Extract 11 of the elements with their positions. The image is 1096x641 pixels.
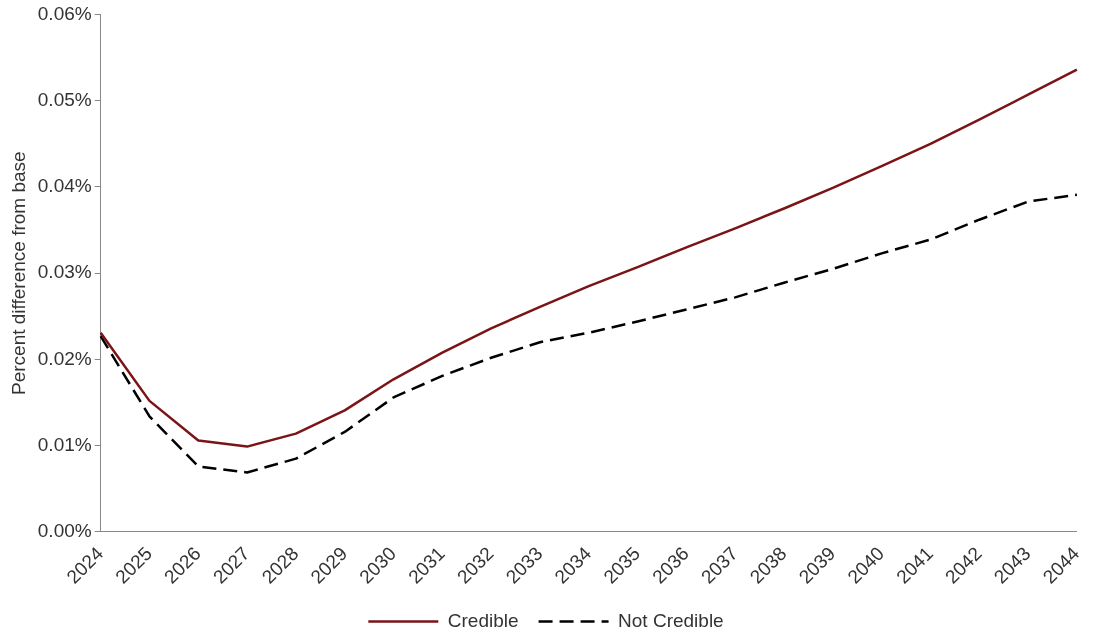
y-tick-label: 0.03% — [37, 261, 92, 283]
y-axis-title: Percent difference from base — [7, 151, 29, 396]
line-series — [99, 193, 1079, 474]
y-tick-label: 0.06% — [37, 2, 92, 24]
y-tick-label: 0.02% — [37, 347, 92, 369]
y-tick-label: 0.05% — [37, 88, 92, 110]
y-tick-label: 0.00% — [37, 520, 92, 542]
legend-label: Credible — [447, 609, 519, 631]
y-tick-label: 0.04% — [37, 175, 92, 197]
legend-label: Not Credible — [618, 609, 724, 631]
y-tick-label: 0.01% — [37, 433, 92, 455]
